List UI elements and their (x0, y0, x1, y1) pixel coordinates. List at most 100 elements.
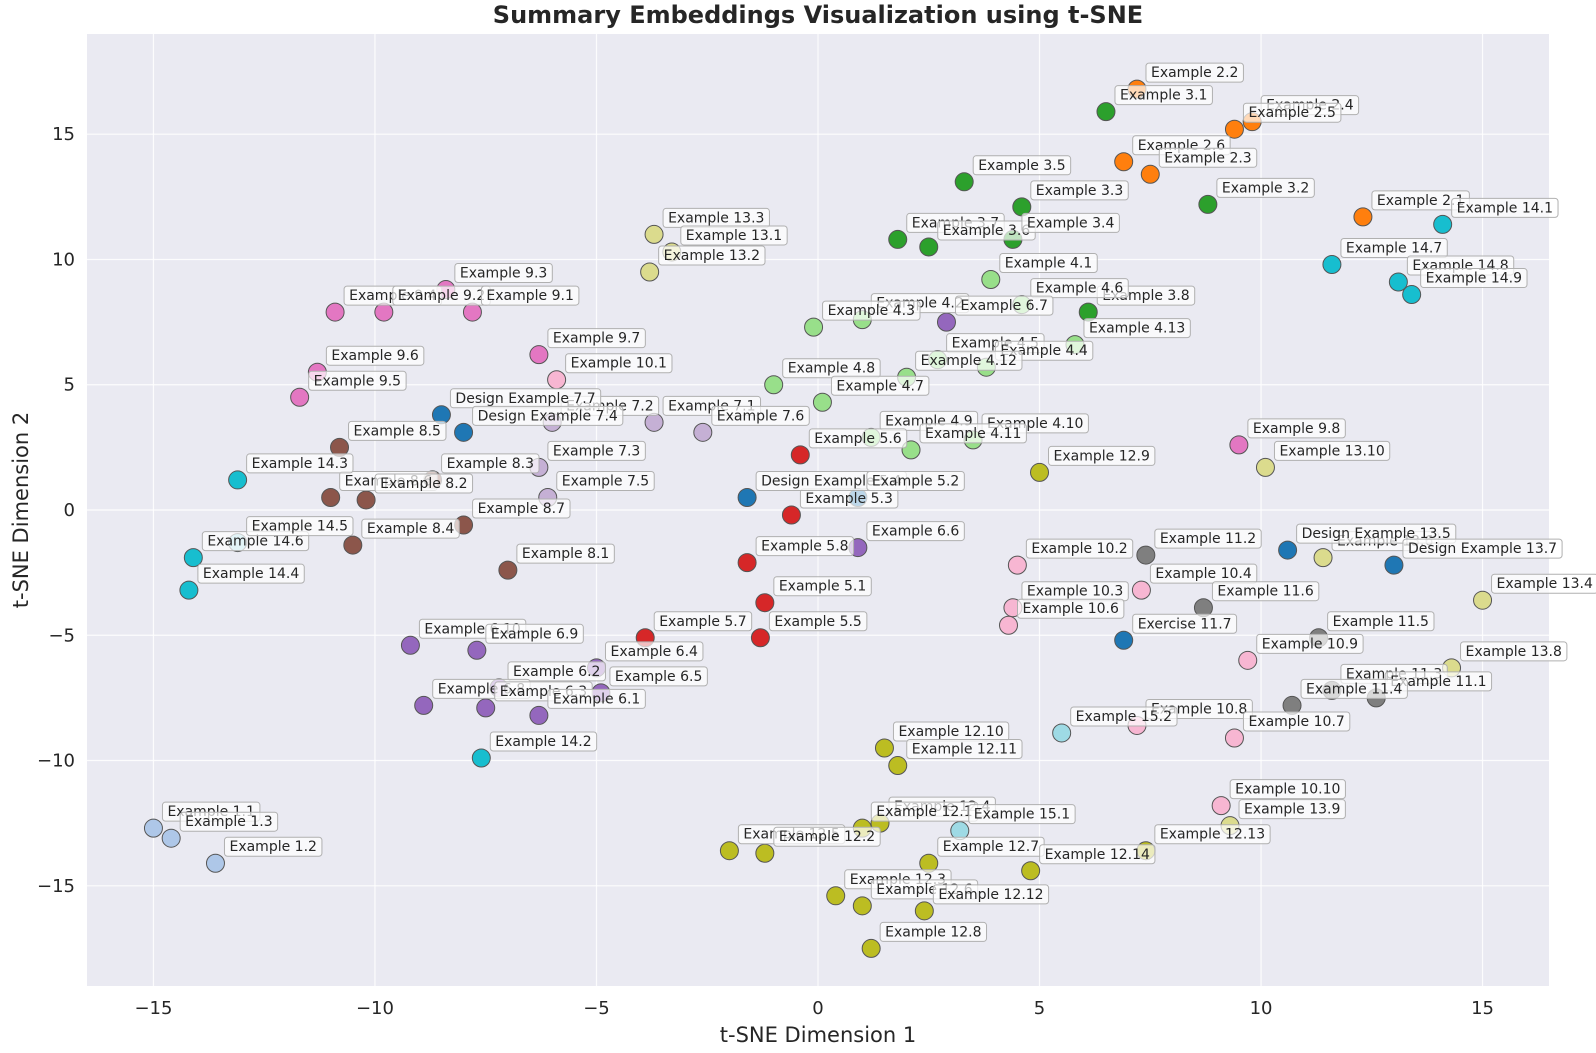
data-point (1238, 650, 1258, 670)
point-label-text: Example 12.10 (898, 724, 1003, 740)
point-label: Example 13.2 (658, 245, 766, 266)
x-tick-labels: −15 −10 −5 0 5 10 15 (134, 998, 1494, 1019)
point-label: Example 14.9 (1420, 268, 1528, 289)
data-point (529, 705, 549, 725)
point-label-text: Example 13.9 (1244, 802, 1340, 818)
data-point (1353, 207, 1373, 227)
point-label-text: Design Example 7.7 (455, 391, 595, 407)
point-label-box (556, 470, 655, 491)
data-point (1384, 555, 1404, 575)
point-label-text: Example 12.7 (943, 839, 1039, 855)
data-point (644, 412, 664, 432)
point-label: Example 10.7 (1242, 711, 1351, 732)
chart-title: Summary Embeddings Visualization using t… (493, 1, 1143, 29)
point-label: Example 2.1 (1371, 190, 1470, 211)
point-label: Example 10.1 (565, 353, 673, 374)
point-label-text: Example 9.8 (1253, 421, 1340, 437)
data-point (547, 370, 567, 390)
point-label-text: Example 2.2 (1151, 65, 1238, 81)
point-label-text: Example 1.3 (185, 814, 272, 830)
data-point (325, 302, 345, 322)
data-point (1114, 152, 1134, 172)
data-point (228, 470, 248, 490)
point-label: Example 3.5 (972, 155, 1072, 176)
data-point (640, 262, 660, 282)
point-label: Example 13.10 (1273, 440, 1391, 461)
point-label-text: Example 8.5 (354, 423, 441, 439)
point-label-text: Example 10.6 (1023, 601, 1119, 617)
data-point (179, 580, 199, 600)
point-label: Design Example 7.7 (449, 388, 602, 409)
point-label-box (1039, 844, 1156, 865)
point-label-text: Example 14.3 (252, 456, 348, 472)
point-label-box (1048, 445, 1156, 466)
point-label: Example 9.3 (454, 263, 553, 284)
data-point (644, 224, 664, 244)
point-label-text: Example 6.2 (513, 664, 600, 680)
point-label: Example 11.6 (1211, 581, 1320, 602)
point-label-text: Example 9.6 (331, 348, 419, 364)
point-label-text: Example 12.9 (1054, 448, 1150, 464)
data-point (1224, 728, 1244, 748)
point-label-text: Example 7.5 (562, 473, 649, 489)
data-point (1388, 272, 1408, 292)
point-label: Example 14.7 (1340, 237, 1448, 258)
point-label: Example 13.1 (680, 225, 788, 246)
point-label-box (1402, 538, 1563, 559)
point-label-text: Example 5.6 (814, 431, 902, 447)
point-label-box (680, 225, 788, 246)
point-label-box (1030, 180, 1129, 201)
data-point (290, 387, 310, 407)
data-point (737, 487, 757, 507)
point-label-text: Design Example 5.4 (761, 473, 901, 489)
y-axis-label: t-SNE Dimension 2 (9, 412, 33, 608)
data-point (936, 312, 956, 332)
point-label-text: Example 12.8 (885, 924, 981, 940)
point-label-box (516, 543, 615, 564)
point-label-text: Example 3.5 (978, 158, 1065, 174)
point-label-box (711, 405, 810, 426)
point-label-text: Exercise 11.7 (1138, 616, 1232, 632)
point-label-text: Example 14.5 (252, 519, 348, 535)
point-label-text: Example 8.2 (380, 476, 467, 492)
point-label-box (1460, 641, 1568, 662)
point-label: Design Example 13.7 (1402, 538, 1563, 559)
point-label-box (1229, 779, 1346, 800)
point-label-text: Example 4.12 (921, 353, 1017, 369)
point-label-text: Example 3.2 (1222, 180, 1309, 196)
point-label: Example 4.1 (999, 253, 1098, 274)
point-label-box (1242, 711, 1351, 732)
point-label-box (1300, 678, 1408, 699)
point-label-text: Design Example 7.4 (478, 408, 618, 424)
point-label: Example 6.1 (547, 688, 646, 709)
point-label-box (919, 423, 1027, 444)
point-label: Example 12.1 (870, 801, 979, 822)
point-label: Example 4.11 (919, 423, 1027, 444)
point-label-text: Example 10.7 (1248, 714, 1344, 730)
data-point (1114, 630, 1134, 650)
point-label-text: Example 5.5 (774, 614, 861, 630)
point-label: Example 12.11 (906, 739, 1023, 760)
data-point (1278, 540, 1298, 560)
point-label-text: Example 2.1 (1377, 193, 1464, 209)
point-label-text: Example 8.4 (367, 521, 455, 537)
point-label-box (1451, 197, 1559, 218)
point-label: Example 14.4 (197, 563, 305, 584)
point-label-text: Example 3.4 (1027, 215, 1115, 231)
point-label-box (999, 253, 1098, 274)
point-label: Example 6.5 (609, 666, 708, 687)
data-point (1030, 462, 1050, 482)
point-label: Example 5.7 (653, 611, 753, 632)
point-label-box (197, 563, 305, 584)
x-tick-label: −15 (134, 998, 172, 1019)
point-label-box (472, 405, 624, 426)
point-label-text: Example 2.5 (1248, 105, 1335, 121)
point-label-box (547, 440, 646, 461)
point-label-box (653, 611, 753, 632)
point-label: Example 10.3 (1021, 581, 1129, 602)
y-tick-label: 15 (52, 124, 75, 145)
point-label: Example 12.14 (1039, 844, 1156, 865)
point-label: Example 1.3 (179, 811, 279, 832)
point-label: Example 10.6 (1017, 598, 1125, 619)
